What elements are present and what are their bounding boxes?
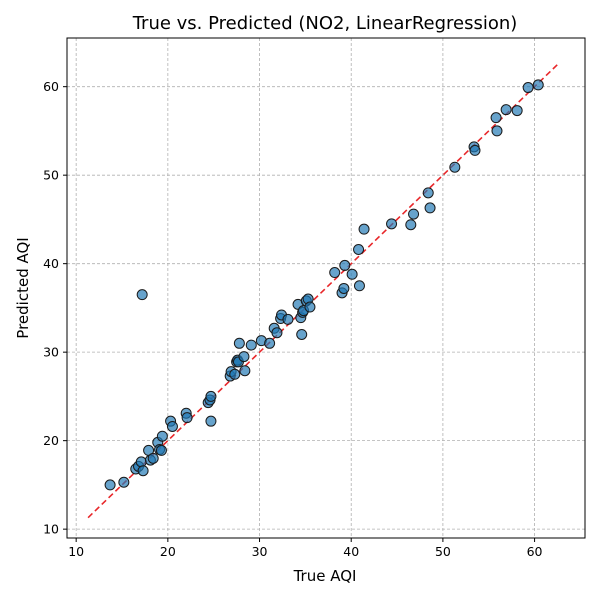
data-point [229, 368, 241, 380]
x-axis-label: True AQI [293, 567, 357, 585]
data-point [296, 328, 308, 340]
y-axis-label: Predicted AQI [14, 237, 32, 338]
data-point [245, 339, 257, 351]
y-tick-label: 40 [43, 256, 59, 271]
data-point [522, 82, 534, 94]
y-tick-label: 50 [43, 168, 59, 183]
data-point [353, 280, 365, 292]
data-point [282, 313, 294, 325]
chart-title: True vs. Predicted (NO2, LinearRegressio… [132, 13, 518, 34]
plot-frame [66, 37, 586, 539]
data-point [490, 112, 502, 124]
data-point [353, 244, 365, 256]
data-point [156, 430, 168, 442]
data-point [405, 219, 417, 231]
x-tick-label: 30 [252, 544, 268, 559]
x-axis-ticks: 10 20 30 40 50 60 [68, 538, 543, 559]
data-point [329, 267, 341, 279]
data-point [205, 390, 217, 402]
y-tick-label: 30 [43, 345, 59, 360]
data-point [137, 465, 149, 477]
data-point [346, 268, 358, 280]
data-point [155, 444, 167, 456]
data-point [166, 420, 178, 432]
x-tick-label: 60 [527, 544, 543, 559]
data-point [469, 144, 481, 156]
x-tick-label: 40 [343, 544, 359, 559]
x-tick-label: 50 [435, 544, 451, 559]
y-tick-label: 20 [43, 433, 59, 448]
data-point [104, 479, 116, 491]
data-point [147, 452, 159, 464]
data-point [500, 104, 512, 116]
data-point [408, 208, 420, 220]
y-tick-label: 60 [43, 79, 59, 94]
data-point [449, 161, 461, 173]
data-point [271, 327, 283, 339]
data-point [511, 105, 523, 117]
data-point [135, 456, 147, 468]
grid-lines [67, 38, 585, 538]
data-point [339, 259, 351, 271]
y-tick-label: 10 [43, 522, 59, 537]
data-point [264, 337, 276, 349]
data-point [238, 351, 250, 363]
data-points [104, 79, 544, 491]
data-point [491, 125, 503, 137]
data-point [386, 218, 398, 230]
data-point [181, 412, 193, 424]
data-point [358, 223, 370, 235]
y-axis-ticks: 10 20 30 40 50 60 [43, 79, 67, 537]
data-point [422, 187, 434, 199]
reference-line-group [87, 62, 560, 519]
data-point [532, 79, 544, 91]
data-point [118, 476, 130, 488]
data-point [205, 415, 217, 427]
reference-line [87, 62, 560, 519]
data-point [338, 282, 350, 294]
data-point [136, 289, 148, 301]
x-tick-label: 10 [68, 544, 84, 559]
data-point [233, 337, 245, 349]
data-point [424, 202, 436, 214]
x-tick-label: 20 [160, 544, 176, 559]
data-point [304, 301, 316, 313]
data-point [239, 365, 251, 377]
